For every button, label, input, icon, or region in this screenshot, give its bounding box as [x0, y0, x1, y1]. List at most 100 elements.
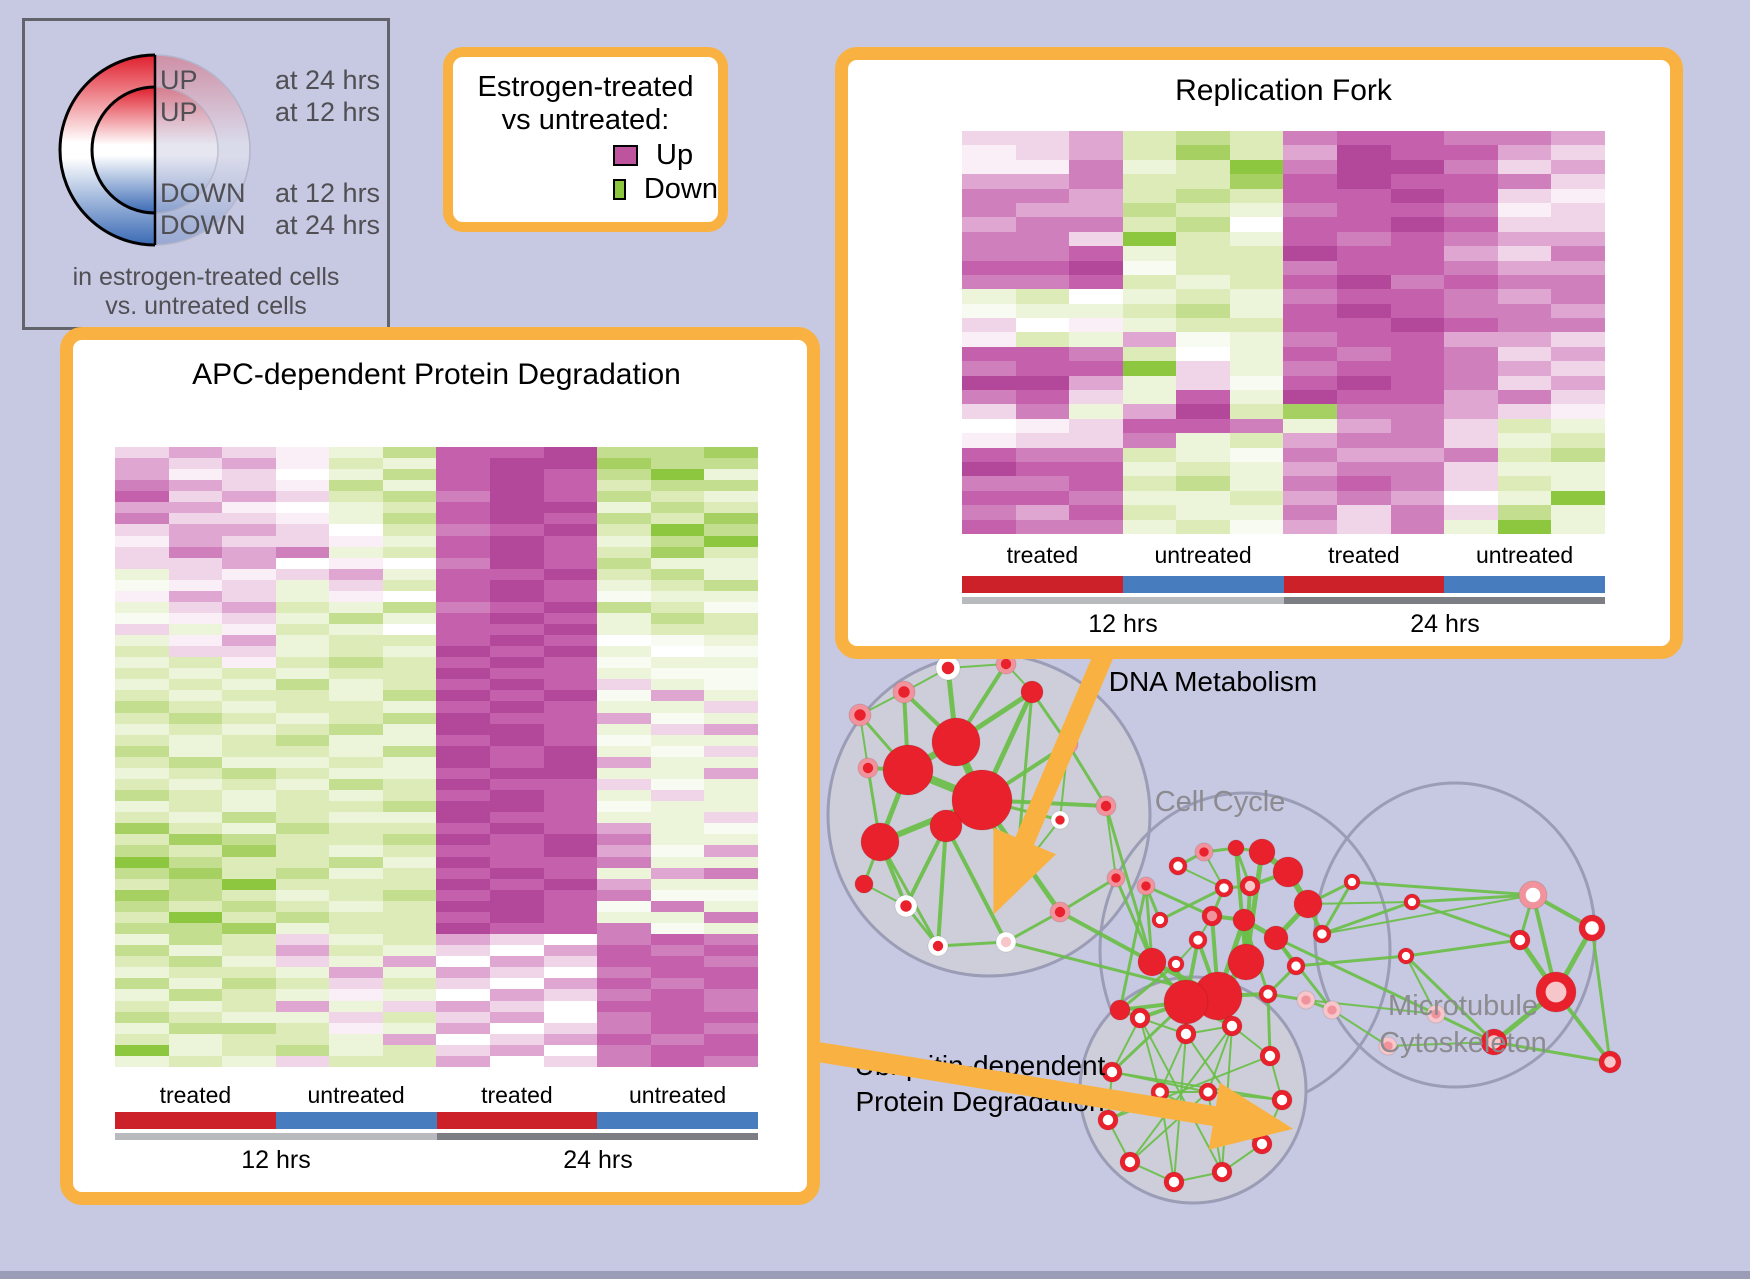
heatmap-cell — [115, 458, 169, 470]
heatmap-cell — [436, 546, 491, 558]
heatmap-cell — [650, 967, 705, 979]
heatmap-cell — [436, 701, 491, 713]
heatmap-cell — [704, 491, 758, 503]
network-node-outer — [995, 931, 1017, 953]
heatmap-cell — [168, 646, 223, 658]
heatmap-cell — [1444, 188, 1498, 203]
heatmap-cell — [1069, 447, 1123, 462]
heatmap-cell — [382, 1000, 437, 1012]
heatmap-cell — [436, 756, 491, 768]
heatmap-cell — [704, 624, 758, 636]
heatmap-cell — [962, 174, 1016, 189]
heatmap-cell — [490, 1044, 544, 1056]
heatmap-cell — [543, 878, 598, 890]
network-node-outer — [951, 769, 1013, 831]
heatmap-cell — [597, 823, 651, 835]
heatmap-cell — [168, 801, 223, 813]
heatmap-cell — [382, 601, 437, 613]
network-node-inner — [900, 900, 912, 912]
heatmap-cell — [382, 524, 437, 536]
heatmap-cell — [962, 461, 1016, 477]
legend-row-up: Up — [613, 139, 718, 171]
heatmap-cell — [543, 989, 598, 1001]
heatmap-cell — [1229, 433, 1284, 448]
heatmap-cell — [1497, 346, 1552, 362]
heatmap-cell — [382, 967, 437, 979]
heatmap-cell — [490, 812, 544, 824]
heatmap-cell — [436, 524, 491, 536]
heatmap-cell — [222, 458, 276, 470]
network-node-outer — [1343, 873, 1361, 891]
cluster-cell-cycle — [1098, 791, 1392, 1109]
heatmap-cell — [436, 1011, 491, 1023]
network-edge — [1107, 1055, 1271, 1121]
heatmap-cell — [704, 812, 758, 824]
heatmap-cell — [1337, 505, 1391, 520]
heatmap-cell — [1015, 361, 1070, 376]
heatmap-cell — [1337, 303, 1391, 319]
network-edge — [1185, 1025, 1233, 1035]
heatmap-cell — [1229, 145, 1284, 160]
heatmap-cell — [168, 878, 223, 890]
heatmap-cell — [1069, 202, 1123, 218]
heatmap-cell — [490, 701, 544, 713]
network-node-outer — [1095, 795, 1117, 817]
network-edge — [1351, 880, 1534, 897]
heatmap-cell — [490, 889, 544, 901]
network-node-outer — [1150, 1082, 1170, 1102]
heatmap-cell — [115, 679, 169, 691]
network-edge — [1175, 939, 1199, 965]
condition-bar-segment — [1283, 576, 1445, 593]
network-edge — [902, 690, 958, 744]
heatmap-cell — [382, 900, 437, 912]
condition-bar-segment — [597, 1112, 758, 1129]
heatmap-cell — [436, 922, 491, 935]
heatmap-cell — [704, 823, 758, 835]
network-edge — [878, 797, 984, 845]
heatmap-cell — [1229, 260, 1284, 275]
heatmap-cell — [1283, 145, 1338, 160]
heatmap-cell — [962, 447, 1016, 462]
heatmap-cell — [115, 1033, 169, 1045]
heatmap-cell — [115, 945, 169, 957]
network-edge — [1184, 939, 1200, 1003]
network-edge — [1203, 846, 1237, 854]
network-edge — [1531, 894, 1558, 993]
heatmap-cell — [597, 1022, 651, 1034]
heatmap-cell — [1497, 188, 1552, 203]
heatmap-cell — [704, 889, 758, 901]
heatmap-cell — [597, 956, 651, 968]
heatmap-cell — [329, 557, 383, 569]
heatmap-cell — [1337, 418, 1391, 434]
heatmap-cell — [1337, 289, 1391, 304]
heatmap-cell — [704, 447, 758, 459]
heatmap-cell — [490, 911, 544, 923]
heatmap-cell — [1015, 418, 1070, 434]
heatmap-cell — [222, 668, 276, 680]
heatmap-cell — [704, 778, 758, 791]
network-node-inner — [1317, 929, 1327, 939]
heatmap-cell — [1390, 505, 1445, 520]
heatmap-cell — [436, 646, 491, 658]
heatmap-cell — [222, 900, 276, 912]
heatmap-cell — [436, 845, 491, 857]
heatmap-cell — [543, 447, 598, 459]
heatmap-cell — [168, 624, 223, 636]
network-edge — [1005, 940, 1219, 998]
heatmap-cell — [1015, 505, 1070, 520]
heatmap-cell — [704, 601, 758, 613]
heatmap-cell — [650, 856, 705, 868]
heatmap-cell — [962, 260, 1016, 275]
heatmap-cell — [222, 812, 276, 824]
replication-fork-heatmap — [962, 131, 1605, 534]
heatmap-cell — [168, 1000, 223, 1012]
network-node-outer — [1168, 856, 1188, 876]
network-edge — [1266, 964, 1298, 996]
heatmap-cell — [543, 922, 598, 935]
network-edge — [1118, 885, 1148, 1011]
heatmap-cell — [1015, 202, 1070, 218]
network-node-outer — [1518, 880, 1548, 910]
heatmap-cell — [222, 734, 276, 746]
heatmap-cell — [650, 790, 705, 802]
heatmap-cell — [1229, 476, 1284, 491]
